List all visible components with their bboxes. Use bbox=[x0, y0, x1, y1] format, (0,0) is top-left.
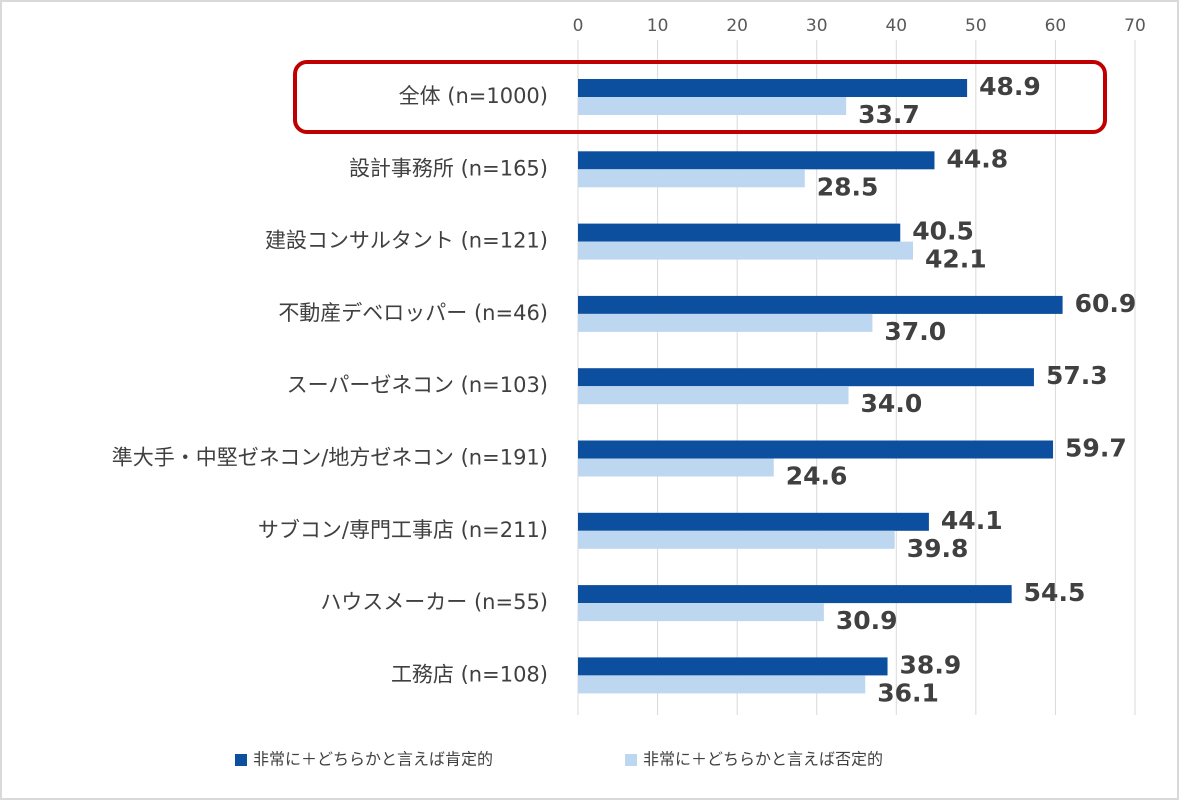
value-label: 34.0 bbox=[861, 389, 923, 418]
bar bbox=[578, 295, 1063, 314]
bar bbox=[578, 530, 895, 549]
bar bbox=[578, 368, 1034, 387]
category-label: 設計事務所 (n=165) bbox=[349, 156, 548, 180]
marks: 全体 (n=1000) 48.9 33.7 設計事務所 (n=165) 44.8 28.5… bbox=[112, 72, 1137, 769]
legend-label: 非常に＋どちらかと言えば肯定的 bbox=[253, 750, 493, 769]
value-label: 40.5 bbox=[912, 217, 974, 246]
value-label: 59.7 bbox=[1065, 434, 1127, 463]
x-tick-label: 10 bbox=[647, 16, 669, 36]
category-label: 準大手・中堅ゼネコン/地方ゼネコン (n=191) bbox=[112, 446, 548, 470]
bar bbox=[578, 386, 849, 405]
bar bbox=[578, 79, 968, 97]
value-label: 36.1 bbox=[877, 678, 939, 707]
value-label: 28.5 bbox=[817, 172, 879, 201]
bar bbox=[578, 585, 1012, 604]
bar bbox=[578, 603, 824, 622]
value-label: 33.7 bbox=[858, 100, 920, 129]
category-label: 工務店 (n=108) bbox=[391, 662, 548, 686]
legend-label: 非常に＋どちらかと言えば否定的 bbox=[643, 750, 883, 769]
value-label: 38.9 bbox=[900, 650, 962, 679]
bar bbox=[578, 97, 847, 115]
highlight-box bbox=[293, 60, 1107, 134]
category-label: スーパーゼネコン (n=103) bbox=[287, 373, 548, 397]
bar bbox=[578, 151, 935, 170]
bar bbox=[578, 657, 888, 676]
bar bbox=[578, 223, 901, 242]
bar bbox=[578, 241, 913, 260]
legend-swatch bbox=[235, 754, 247, 766]
bar bbox=[578, 440, 1054, 459]
category-label: ハウスメーカー (n=55) bbox=[320, 590, 548, 614]
x-tick-label: 20 bbox=[726, 16, 748, 36]
value-label: 37.0 bbox=[884, 317, 946, 346]
category-label: 建設コンサルタント (n=121) bbox=[265, 229, 548, 253]
x-tick-label: 70 bbox=[1124, 16, 1146, 36]
category-label: 全体 (n=1000) bbox=[399, 84, 548, 108]
category-label: サブコン/専門工事店 (n=211) bbox=[258, 518, 548, 542]
value-label: 24.6 bbox=[786, 462, 848, 491]
value-label: 57.3 bbox=[1046, 361, 1108, 390]
bar bbox=[578, 169, 805, 188]
category-label: 不動産デベロッパー (n=46) bbox=[278, 301, 548, 325]
bar bbox=[578, 512, 929, 531]
bar bbox=[578, 313, 873, 332]
x-tick-label: 30 bbox=[806, 16, 828, 36]
value-label: 44.1 bbox=[941, 506, 1003, 535]
value-label: 42.1 bbox=[925, 245, 987, 274]
value-label: 44.8 bbox=[946, 144, 1008, 173]
legend-swatch bbox=[625, 754, 637, 766]
value-label: 48.9 bbox=[979, 72, 1041, 101]
bar bbox=[578, 675, 866, 694]
value-label: 30.9 bbox=[836, 606, 898, 635]
value-label: 39.8 bbox=[907, 534, 969, 563]
value-label: 60.9 bbox=[1075, 289, 1137, 318]
value-label: 54.5 bbox=[1024, 578, 1086, 607]
x-tick-label: 60 bbox=[1045, 16, 1067, 36]
x-tick-label: 50 bbox=[965, 16, 987, 36]
x-tick-label: 40 bbox=[885, 16, 907, 36]
x-tick-label: 0 bbox=[573, 16, 584, 36]
bar bbox=[578, 458, 774, 477]
